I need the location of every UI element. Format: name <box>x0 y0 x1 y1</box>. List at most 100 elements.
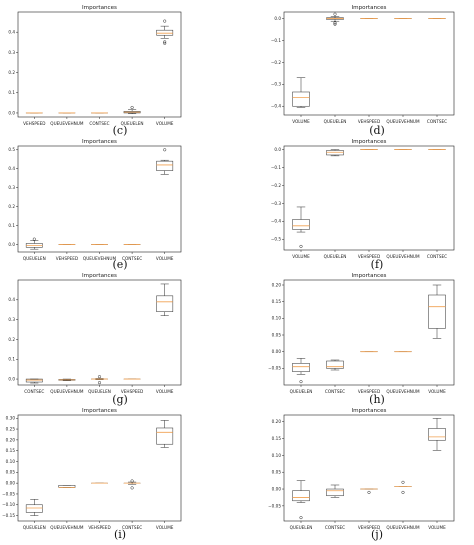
y-tick-label: 0.0 <box>8 376 15 381</box>
x-category-label: VOLUME <box>428 525 446 530</box>
x-category-label: QUEUEVEHNUM <box>386 254 420 259</box>
x-category-label: QUEUEVEHNUM <box>50 389 84 394</box>
x-category-label: CONTSEC <box>24 389 44 394</box>
x-category-label: QUEUEVEHNUM <box>83 256 117 261</box>
outlier-point <box>130 105 134 110</box>
x-category-label: VEHSPEED <box>358 254 380 259</box>
panel-label-d: (d) <box>369 124 385 137</box>
y-tick-label: 0.05 <box>6 470 16 475</box>
y-tick-label: 0.1 <box>8 90 15 95</box>
y-tick-label: 0.10 <box>6 459 16 464</box>
x-category-label: VEHSPEED <box>56 256 78 261</box>
y-tick-label: −0.10 <box>2 502 15 507</box>
x-category-label: QUEUEVEHNUM <box>386 525 420 530</box>
y-tick-label: 0.0 <box>8 110 15 115</box>
y-tick-label: 0.0 <box>8 242 15 247</box>
outlier-point <box>32 237 36 241</box>
box-queuelen <box>123 105 141 115</box>
y-tick-label: −0.2 <box>271 60 282 65</box>
outlier-point <box>163 148 167 152</box>
box-queuevehnum <box>58 378 76 381</box>
box-contsec <box>123 479 141 490</box>
y-tick-label: 0.0 <box>274 16 281 21</box>
x-category-label: QUEUELEN <box>121 121 144 126</box>
x-category-label: VOLUME <box>428 389 446 394</box>
chart-title: Importances <box>82 139 117 145</box>
outlier-point <box>97 381 102 385</box>
y-tick-label: −0.1 <box>271 165 282 170</box>
outlier-point <box>130 479 134 483</box>
y-tick-label: −0.3 <box>271 82 282 87</box>
x-category-label: CONTSEC <box>122 256 142 261</box>
x-category-label: QUEUEVEHNUM <box>50 525 84 530</box>
y-tick-label: 0.0 <box>274 147 281 152</box>
outlier-point <box>401 490 405 494</box>
chart-title: Importances <box>82 273 117 279</box>
plot-group: Importances 0.0 −0.1 −0.2 −0.3 −0.4 VOLUME QUEU… <box>271 5 455 124</box>
y-tick-label: 0.4 <box>8 166 15 171</box>
y-tick-label: 0.20 <box>272 419 282 424</box>
x-category-label: QUEUEVEHNUM <box>50 121 84 126</box>
y-tick-label: 0.10 <box>272 453 282 458</box>
x-category-label: QUEUELEN <box>23 525 46 530</box>
panel-label-i: (i) <box>113 528 127 541</box>
y-tick-label: 0.4 <box>8 30 15 35</box>
y-tick-label: −0.3 <box>271 201 282 206</box>
y-tick-label: 0.2 <box>8 337 15 342</box>
y-tick-label: 0.25 <box>6 426 16 431</box>
outlier-point <box>163 40 167 44</box>
outlier-point <box>299 516 303 520</box>
box-queuelen <box>25 499 43 516</box>
panel-label-j: (j) <box>371 528 383 541</box>
outlier-point <box>333 22 337 26</box>
iqr-box <box>292 91 310 107</box>
chart-title: Importances <box>82 408 117 414</box>
box-queuelen <box>292 480 310 520</box>
chart-title: Importances <box>352 139 387 145</box>
outlier-point <box>299 244 303 248</box>
y-tick-label: 0.3 <box>8 317 15 322</box>
x-category-label: QUEUELEN <box>23 256 46 261</box>
y-tick-label: 0.00 <box>272 486 282 491</box>
y-tick-label: 0.15 <box>272 436 282 441</box>
outlier-point <box>130 486 134 490</box>
y-tick-label: 0.15 <box>272 299 282 304</box>
chart-title: Importances <box>352 5 387 11</box>
box-queuelen <box>91 375 108 385</box>
y-tick-label: 0.20 <box>6 437 16 442</box>
panel-label-f: (f) <box>370 258 384 271</box>
plot-group: Importances 0.30 0.25 0.20 0.15 0.10 0.05 0.00 −… <box>2 408 182 530</box>
outlier-point <box>299 380 303 384</box>
iqr-box <box>428 294 446 329</box>
y-tick-label: −0.4 <box>271 104 282 109</box>
box-queuevehnum <box>58 485 76 488</box>
iqr-box <box>156 295 174 312</box>
outlier-point <box>401 480 405 484</box>
outlier-point <box>333 21 337 25</box>
x-category-label: QUEUELEN <box>88 389 111 394</box>
outlier-point <box>333 12 337 16</box>
x-category-label: QUEUEVEHNUM <box>386 119 420 124</box>
plot-group: Importances 0.0 −0.1 −0.2 −0.3 −0.4 −0.5 VOLUME… <box>271 139 455 259</box>
box-contsec <box>326 484 344 498</box>
x-category-label: VOLUME <box>156 256 174 261</box>
y-tick-label: 0.05 <box>272 332 282 337</box>
y-tick-label: 0.15 <box>6 448 16 453</box>
x-category-label: VEHSPEED <box>358 119 380 124</box>
y-tick-label: 0.4 <box>8 297 15 302</box>
box-volume <box>292 206 310 248</box>
y-tick-label: −0.5 <box>271 237 282 242</box>
x-category-label: CONTSEC <box>122 525 142 530</box>
y-tick-label: 0.00 <box>6 481 16 486</box>
outlier-point <box>97 375 102 379</box>
x-category-label: QUEUELEN <box>290 389 313 394</box>
iqr-box <box>292 490 310 502</box>
x-category-label: QUEUEVEHNUM <box>386 389 420 394</box>
x-category-label: CONTSEC <box>427 119 447 124</box>
y-tick-label: 0.1 <box>8 223 15 228</box>
box-contsec <box>25 378 43 384</box>
